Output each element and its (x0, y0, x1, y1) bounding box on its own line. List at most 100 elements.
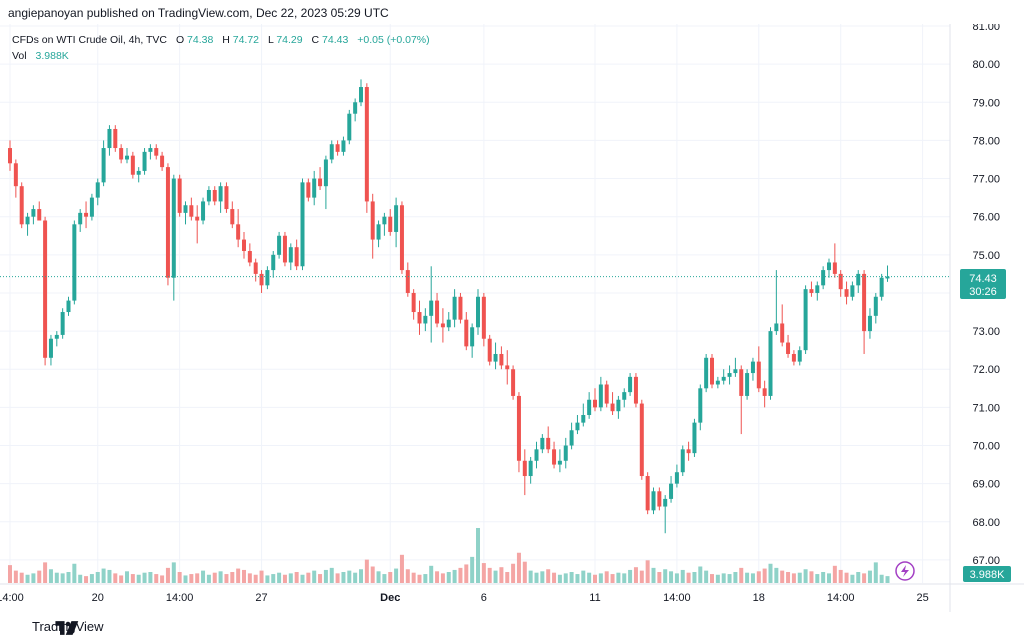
volume-bar (739, 567, 744, 583)
volume-bar (288, 573, 293, 583)
candle-body (206, 189, 211, 202)
candle-body (101, 148, 106, 183)
chart-canvas[interactable]: 81.0080.0079.0078.0077.0076.0075.0074.00… (0, 24, 1024, 612)
candle-body (710, 357, 714, 385)
volume-bar (171, 562, 176, 583)
candle-body (37, 209, 42, 221)
volume-bar (84, 576, 89, 583)
volume-bar (563, 573, 568, 583)
candle-body (873, 296, 878, 316)
candle-body (148, 148, 153, 152)
candle-body (628, 376, 633, 393)
volume-bar (768, 563, 773, 583)
time-axis[interactable]: 14:00 20 14:00 27 Dec 6 11 14:00 18 14:00 25 (0, 592, 929, 604)
candle-body (569, 430, 574, 446)
volume-bar (745, 572, 750, 583)
candle-body (306, 182, 311, 198)
volume-bar (347, 570, 352, 583)
tradingview-logo-icon[interactable] (8, 620, 128, 636)
candle-body (312, 178, 317, 198)
candle-body (516, 395, 521, 461)
time-tick-label: 25 (916, 592, 928, 604)
candle-body (651, 491, 656, 511)
volume-bar (797, 572, 802, 583)
price-tick-label: 70.00 (972, 441, 1000, 453)
candle-body (452, 296, 457, 320)
volume-bar (13, 570, 18, 583)
tradingview-brand[interactable]: TradingView (32, 619, 104, 634)
volume-bar (727, 574, 732, 583)
volume-bar (522, 561, 527, 583)
candle-body (160, 155, 165, 168)
candle-body (189, 205, 194, 217)
volume-bar (136, 574, 141, 583)
candle-body (394, 205, 399, 232)
volume-bar (721, 573, 726, 583)
candle-body (657, 491, 662, 507)
time-tick-label: 14:00 (827, 592, 855, 604)
candle-body (277, 235, 282, 255)
volume-bar (335, 573, 340, 583)
volume-bar (165, 567, 170, 583)
candle-body (745, 373, 750, 396)
volume-bar (370, 566, 375, 583)
volume-bar (575, 574, 580, 583)
candle-body (78, 212, 83, 225)
time-tick-label: 14:00 (0, 592, 24, 604)
volume-bar (838, 569, 843, 583)
candle-body (458, 296, 463, 320)
volume-bar (587, 572, 592, 583)
volume-bar (218, 571, 223, 583)
bolt-icon[interactable] (895, 561, 915, 581)
volume-bar (119, 575, 124, 583)
candle-body (177, 178, 182, 213)
candle-body (201, 201, 206, 221)
candle-body (376, 224, 381, 240)
candle-body (212, 189, 217, 202)
candle-body (470, 327, 475, 347)
candle-body (739, 369, 744, 396)
candle-body (768, 331, 773, 396)
legend-open-label: O (176, 34, 184, 46)
volume-bar (130, 574, 135, 583)
candle-body (540, 437, 545, 450)
time-tick-label: 14:00 (663, 592, 691, 604)
svg-text:CFDs on WTI Crude Oil, 4h, TVC: CFDs on WTI Crude Oil, 4h, TVC O 74.38 H… (12, 34, 430, 46)
last-price-badge: 74.43 30:26 (960, 269, 1006, 299)
volume-bar (774, 567, 779, 583)
volume-bar (78, 574, 83, 583)
legend-low-value: 74.29 (276, 34, 302, 46)
volume-bar (259, 570, 264, 583)
volume-bar (832, 565, 837, 583)
volume-bar (593, 574, 597, 583)
candle-body (341, 140, 346, 152)
candle-body (142, 151, 147, 171)
volume-bar (516, 552, 521, 583)
volume-bar (265, 575, 270, 583)
candle-body (511, 369, 516, 396)
candle-body (721, 376, 726, 381)
price-tick-label: 76.00 (972, 212, 1000, 224)
candle-body (499, 353, 504, 366)
volume-bar (8, 565, 12, 583)
volume-bar (19, 572, 24, 583)
candle-body (522, 460, 527, 477)
candle-body (183, 205, 188, 213)
candle-body (476, 296, 480, 328)
time-tick-label: 14:00 (166, 592, 194, 604)
volume-bar (628, 569, 633, 583)
candle-body (844, 289, 849, 297)
axis-border (0, 24, 1024, 612)
volume-bar (733, 572, 738, 583)
volume-bar (376, 571, 381, 583)
price-tick-label: 77.00 (972, 174, 1000, 186)
candle-body (622, 392, 627, 400)
volume-bar (405, 569, 410, 583)
candle-body (862, 273, 867, 332)
volume-bar (786, 572, 791, 583)
chart-header: angiepanoyan published on TradingView.co… (0, 0, 1024, 24)
volume-bar (195, 573, 200, 583)
candle-body (282, 235, 287, 263)
volume-bar (657, 572, 662, 583)
volume-bar (780, 570, 785, 583)
